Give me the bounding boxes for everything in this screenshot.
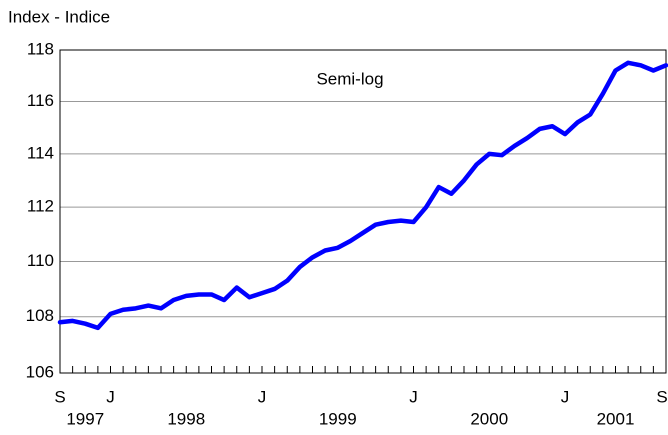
data-line <box>57 60 668 331</box>
year-label: 1997 <box>66 409 104 428</box>
y-tick-label: 118 <box>27 39 54 58</box>
x-tick-label: J <box>561 387 570 406</box>
annotation: Semi-log <box>316 69 383 88</box>
year-label: 2000 <box>470 409 508 428</box>
x-tick-label: J <box>258 387 267 406</box>
x-tick-label: S <box>54 387 65 406</box>
year-label: 1998 <box>167 409 205 428</box>
y-tick-label: 108 <box>26 306 54 325</box>
y-tick-label: 110 <box>27 251 54 270</box>
year-label: 2001 <box>597 409 635 428</box>
year-label: 1999 <box>319 409 357 428</box>
y-tick-label: 116 <box>27 91 54 110</box>
y-tick-label: 106 <box>26 362 54 381</box>
y-tick-label: 114 <box>27 143 54 162</box>
y-tick-label: 112 <box>27 197 54 216</box>
x-tick-label: J <box>409 387 418 406</box>
y-axis-label: Index - Indice <box>8 7 110 26</box>
plot-frame <box>59 49 667 374</box>
x-tick-label: J <box>106 387 115 406</box>
x-tick-label: S <box>656 387 667 406</box>
